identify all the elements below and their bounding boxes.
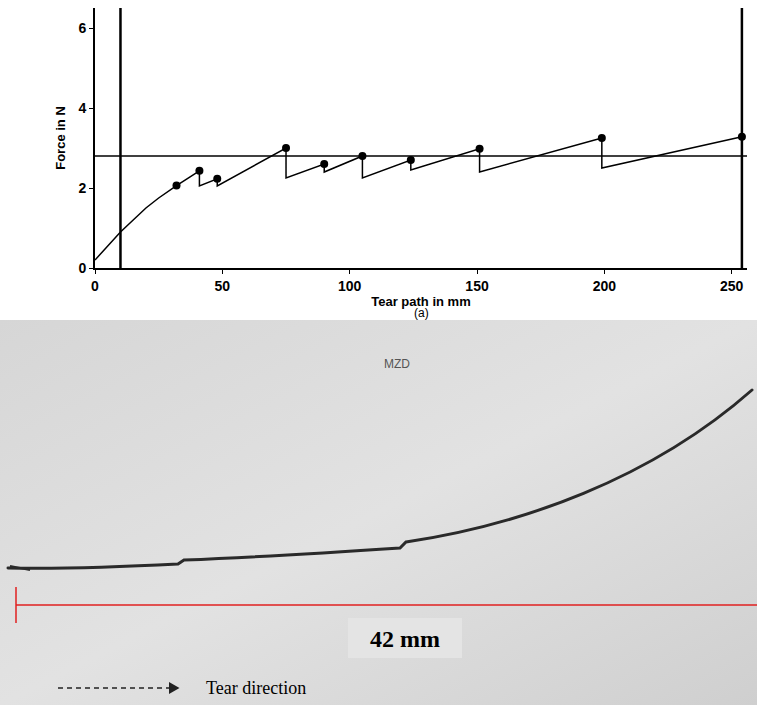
svg-text:MZD: MZD [384,357,410,371]
svg-text:2: 2 [78,180,86,196]
svg-text:6: 6 [78,20,86,36]
svg-text:0: 0 [91,278,99,294]
svg-text:Force in N: Force in N [53,106,68,170]
svg-text:Tear direction: Tear direction [206,678,306,698]
svg-text:200: 200 [593,278,617,294]
svg-text:0: 0 [78,260,86,276]
svg-text:42 mm: 42 mm [370,626,440,652]
svg-text:250: 250 [720,278,744,294]
svg-text:4: 4 [78,100,86,116]
svg-text:Tear path in mm: Tear path in mm [371,294,470,309]
svg-text:50: 50 [215,278,231,294]
svg-text:150: 150 [465,278,489,294]
svg-text:100: 100 [338,278,362,294]
svg-text:(a): (a) [414,306,429,320]
